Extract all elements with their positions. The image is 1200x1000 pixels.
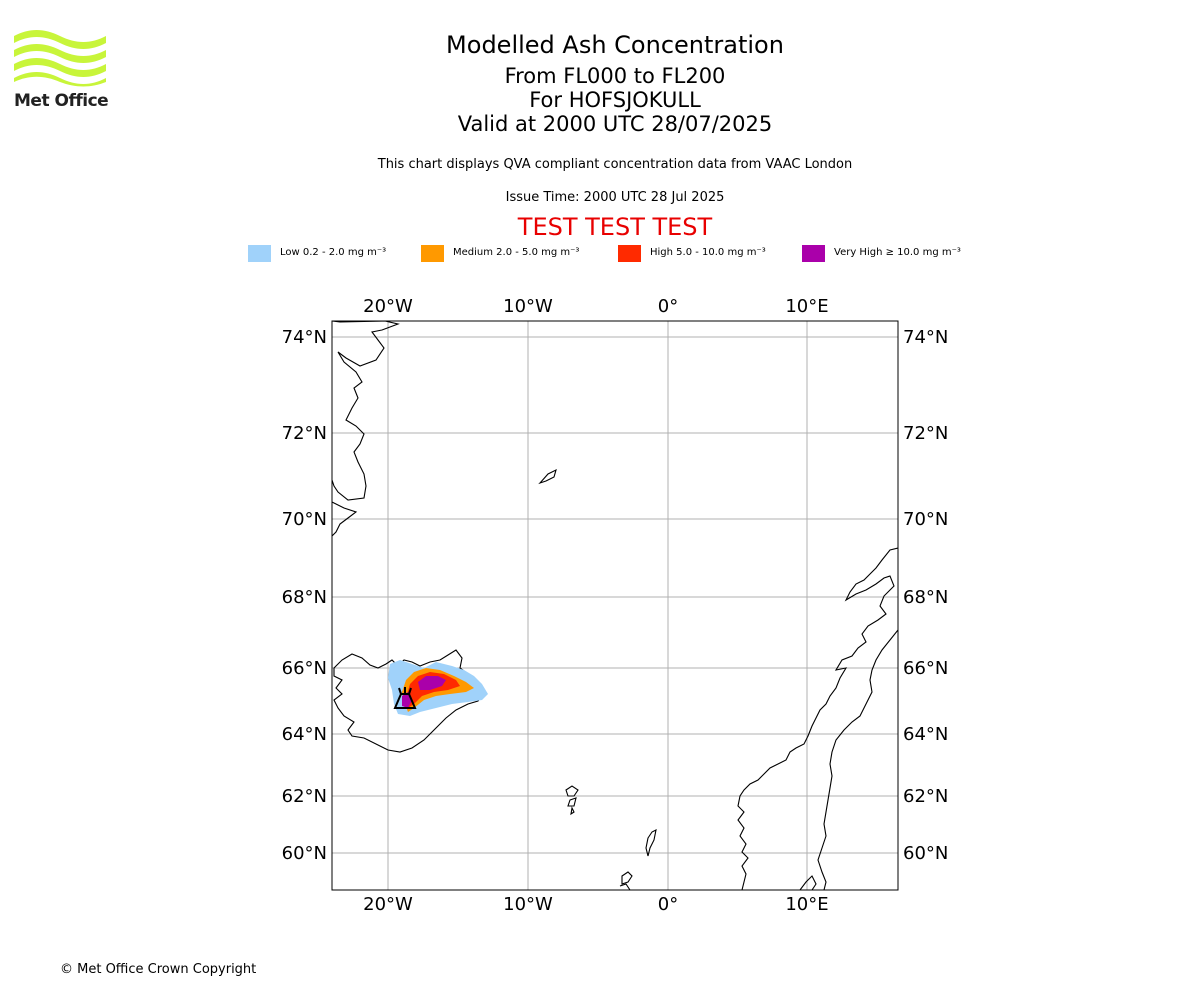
chart-title-block: Modelled Ash Concentration From FL000 to…: [315, 30, 915, 136]
chart-subtitle: This chart displays QVA compliant concen…: [377, 157, 853, 172]
orkney-islands: [619, 871, 633, 890]
lat-label-left: 68°N: [282, 587, 327, 608]
lat-labels-right: 74°N 72°N 70°N 68°N 66°N 64°N 62°N 60°N: [903, 327, 948, 864]
faroe-islands: [565, 785, 579, 816]
lat-label-right: 60°N: [903, 843, 948, 864]
lat-label-left: 72°N: [282, 423, 327, 444]
map-gridlines: [332, 321, 898, 890]
copyright-notice: © Met Office Crown Copyright: [60, 962, 257, 977]
volcano-name: For HOFSJOKULL: [529, 88, 701, 112]
ash-very-high-concentration: [402, 676, 446, 708]
lat-label-left: 60°N: [282, 843, 327, 864]
concentration-legend: Low 0.2 - 2.0 mg m⁻³ Medium 2.0 - 5.0 mg…: [0, 244, 1200, 264]
lat-label-right: 68°N: [903, 587, 948, 608]
lat-label-right: 64°N: [903, 724, 948, 745]
met-office-logo: Met Office: [14, 30, 114, 112]
logo-text: Met Office: [14, 91, 109, 111]
lat-label-left: 74°N: [282, 327, 327, 348]
lon-label-bottom: 20°W: [363, 894, 413, 915]
legend-swatch-high: [618, 245, 641, 262]
volcano-icon: [393, 687, 417, 709]
lat-label-right: 62°N: [903, 786, 948, 807]
lat-label-right: 74°N: [903, 327, 948, 348]
lon-label-top: 10°E: [785, 296, 828, 317]
lat-label-right: 72°N: [903, 423, 948, 444]
shetland-islands: [645, 829, 657, 857]
legend-swatch-medium: [421, 245, 444, 262]
lat-label-left: 62°N: [282, 786, 327, 807]
lat-label-right: 70°N: [903, 509, 948, 530]
lon-label-bottom: 0°: [658, 894, 678, 915]
coastlines: [332, 321, 898, 890]
lon-label-top: 10°W: [503, 296, 553, 317]
legend-swatch-low: [248, 245, 271, 262]
met-office-waves-icon: [14, 30, 106, 87]
lon-label-bottom: 10°W: [503, 894, 553, 915]
lat-labels-left: 74°N 72°N 70°N 68°N 66°N 64°N 62°N 60°N: [282, 327, 327, 864]
chart-title: Modelled Ash Concentration: [446, 31, 784, 59]
lon-label-bottom: 10°E: [785, 894, 828, 915]
valid-time: Valid at 2000 UTC 28/07/2025: [457, 112, 773, 136]
legend-label-medium: Medium 2.0 - 5.0 mg m⁻³: [453, 247, 580, 258]
issue-time: Issue Time: 2000 UTC 28 Jul 2025: [505, 190, 725, 205]
test-banner: TEST TEST TEST: [517, 213, 713, 241]
legend-swatch-very-high: [802, 245, 825, 262]
lat-label-right: 66°N: [903, 658, 948, 679]
flight-level-range: From FL000 to FL200: [504, 64, 726, 88]
lon-label-top: 0°: [658, 296, 678, 317]
legend-label-very-high: Very High ≥ 10.0 mg m⁻³: [834, 247, 961, 258]
norway-coast: [737, 547, 898, 890]
lat-label-left: 66°N: [282, 658, 327, 679]
lon-label-top: 20°W: [363, 296, 413, 317]
lon-labels-top: 20°W 10°W 0° 10°E: [363, 296, 828, 317]
greenland-coast: [332, 321, 400, 501]
lat-label-left: 70°N: [282, 509, 327, 530]
legend-label-high: High 5.0 - 10.0 mg m⁻³: [650, 247, 766, 258]
lon-labels-bottom: 20°W 10°W 0° 10°E: [363, 894, 828, 915]
map-frame: [331, 320, 899, 891]
legend-label-low: Low 0.2 - 2.0 mg m⁻³: [280, 247, 387, 258]
lat-label-left: 64°N: [282, 724, 327, 745]
jan-mayen: [538, 468, 557, 485]
